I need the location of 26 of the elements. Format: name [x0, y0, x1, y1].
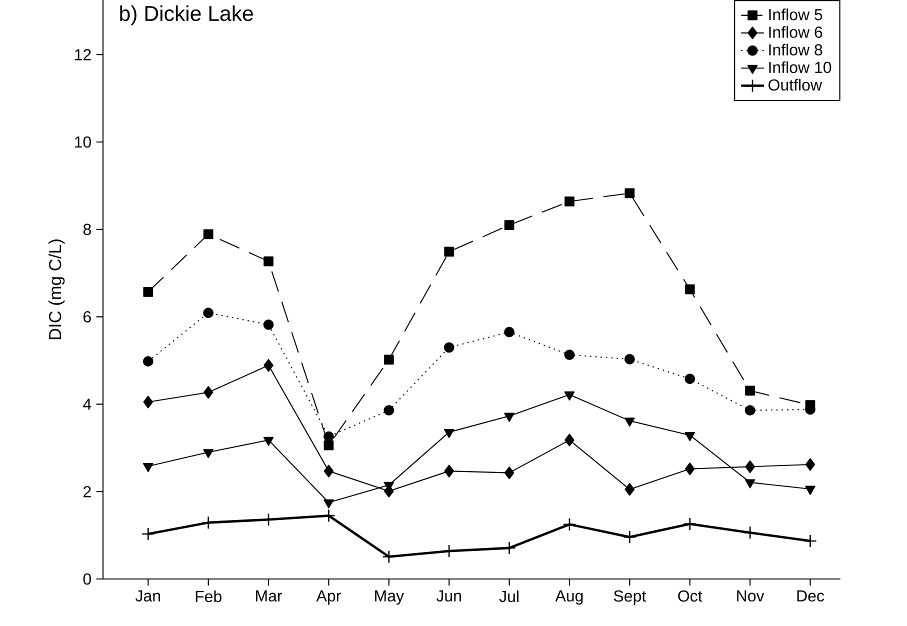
x-tick-label: Jun — [436, 590, 461, 602]
x-tick-label: Apr — [316, 590, 341, 605]
x-tick-label: Feb — [196, 590, 222, 602]
y-tick-label: 12 — [75, 49, 91, 60]
y-tick-label: 4 — [83, 398, 92, 410]
x-tick-label: Dec — [797, 590, 824, 602]
x-tick-label: May — [375, 590, 404, 605]
x-tick-label: Nov — [737, 590, 764, 602]
y-tick-label: 8 — [83, 224, 91, 236]
legend-label: Inflow 8 — [769, 44, 822, 56]
y-axis-title: DIC (mg C/L) — [48, 240, 65, 340]
x-tick-label: Oct — [678, 590, 702, 602]
y-tick-label: 0 — [83, 573, 92, 585]
y-tick-label: 6 — [84, 311, 91, 322]
x-tick-label: Sept — [614, 590, 646, 605]
x-tick-label: Aug — [555, 590, 583, 605]
x-tick-label: Mar — [256, 590, 282, 602]
legend-label: Inflow 6 — [769, 26, 822, 38]
chart-title: b) Dickie Lake — [120, 5, 253, 26]
x-tick-label: Jan — [135, 590, 160, 602]
legend-label: Inflow 10 — [769, 61, 832, 74]
legend-label: Inflow 5 — [769, 8, 822, 20]
y-tick-label: 10 — [75, 136, 91, 148]
y-tick-label: 2 — [84, 486, 91, 498]
legend-label: Outflow — [768, 78, 822, 91]
x-tick-label: Jul — [499, 590, 518, 602]
